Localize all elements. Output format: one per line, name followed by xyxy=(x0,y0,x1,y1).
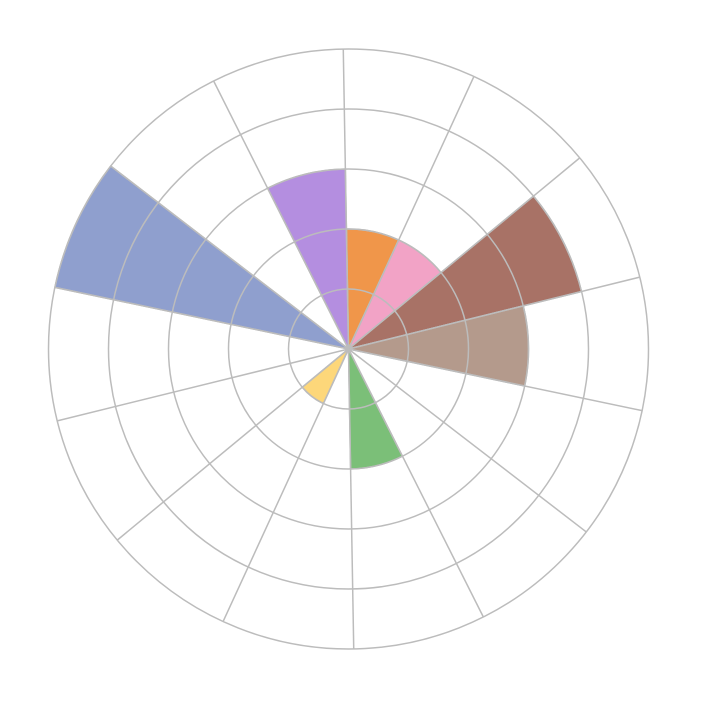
radial-gridline xyxy=(167,168,530,530)
radial-gridline xyxy=(227,228,470,470)
radial-gridline xyxy=(107,108,590,590)
angular-spoke xyxy=(222,348,350,622)
sectors xyxy=(54,165,583,470)
angular-spoke xyxy=(116,348,349,541)
radial-gridline xyxy=(287,288,410,410)
angular-spoke xyxy=(57,348,349,422)
angular-spoke xyxy=(110,165,349,350)
radial-gridline xyxy=(47,48,650,650)
angular-spoke xyxy=(342,49,350,350)
angular-spoke xyxy=(347,348,355,649)
angular-spoke xyxy=(347,348,485,618)
angular-spoke xyxy=(54,286,349,350)
sector-9 xyxy=(301,348,350,405)
angular-spoke xyxy=(347,76,475,350)
angular-spoke xyxy=(348,276,640,350)
grid xyxy=(47,48,650,650)
angular-spoke xyxy=(212,80,350,350)
angular-spoke xyxy=(348,348,643,412)
angular-spoke xyxy=(348,157,581,350)
angular-spoke xyxy=(348,348,587,533)
